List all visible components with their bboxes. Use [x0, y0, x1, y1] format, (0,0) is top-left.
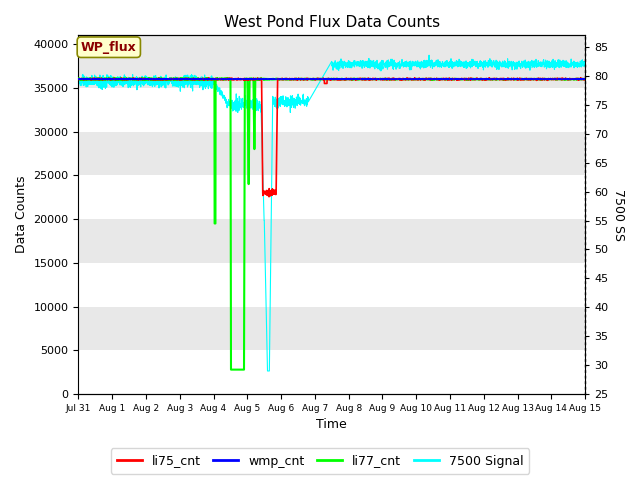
Bar	[79, 175, 585, 219]
X-axis label: Time: Time	[316, 419, 347, 432]
Bar	[79, 88, 585, 132]
Text: WP_flux: WP_flux	[81, 41, 137, 54]
Legend: li75_cnt, wmp_cnt, li77_cnt, 7500 Signal: li75_cnt, wmp_cnt, li77_cnt, 7500 Signal	[111, 448, 529, 474]
Y-axis label: 7500 SS: 7500 SS	[612, 189, 625, 241]
Y-axis label: Data Counts: Data Counts	[15, 176, 28, 253]
Bar	[79, 350, 585, 394]
Bar	[79, 263, 585, 307]
Title: West Pond Flux Data Counts: West Pond Flux Data Counts	[224, 15, 440, 30]
